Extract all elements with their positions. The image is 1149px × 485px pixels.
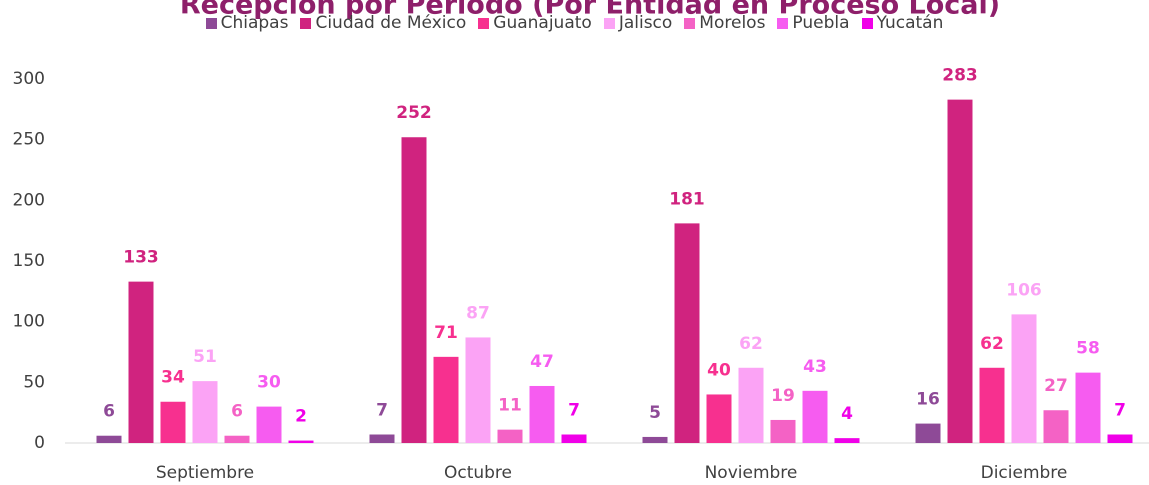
bar xyxy=(561,434,587,443)
data-label: 47 xyxy=(530,352,554,372)
data-label: 2 xyxy=(295,407,307,427)
x-tick-label: Diciembre xyxy=(981,463,1068,483)
legend-label: Ciudad de México xyxy=(315,13,467,33)
bar xyxy=(192,381,218,443)
data-label: 6 xyxy=(231,402,243,422)
legend-item: Yucatán xyxy=(861,13,944,33)
bar xyxy=(915,423,941,443)
y-tick-label: 250 xyxy=(13,130,45,150)
legend-label: Guanajuato xyxy=(493,13,592,33)
bar xyxy=(529,385,555,443)
data-label: 71 xyxy=(434,323,458,343)
legend-swatch xyxy=(861,17,873,29)
bar xyxy=(738,367,764,443)
legend-swatch xyxy=(684,17,696,29)
data-label: 58 xyxy=(1076,339,1100,359)
data-label: 106 xyxy=(1006,280,1042,300)
bar xyxy=(96,435,122,443)
legend-item: Ciudad de México xyxy=(300,13,466,33)
data-label: 27 xyxy=(1044,376,1068,396)
bar xyxy=(497,429,523,443)
data-label: 43 xyxy=(803,357,827,377)
y-tick-label: 150 xyxy=(13,251,45,271)
bar xyxy=(256,406,282,443)
legend: Chiapas Ciudad de México Guanajuato Jalisco… xyxy=(0,13,1149,33)
legend-item: Chiapas xyxy=(205,13,289,33)
bar xyxy=(369,434,395,443)
legend-label: Yucatán xyxy=(876,13,944,33)
legend-item: Jalisco xyxy=(603,13,673,33)
bar xyxy=(401,137,427,444)
data-label: 16 xyxy=(916,390,940,410)
legend-label: Chiapas xyxy=(220,13,289,33)
data-label: 283 xyxy=(942,66,978,86)
y-tick-label: 100 xyxy=(13,312,45,332)
bar xyxy=(706,394,732,443)
bar xyxy=(802,390,828,443)
legend-swatch xyxy=(478,17,490,29)
y-tick-label: 300 xyxy=(13,69,45,89)
bar xyxy=(642,436,668,443)
data-label: 4 xyxy=(841,404,853,424)
data-label: 7 xyxy=(376,401,388,421)
legend-item: Puebla xyxy=(777,13,850,33)
bar xyxy=(979,367,1005,443)
x-tick-label: Octubre xyxy=(444,463,512,483)
bar xyxy=(160,401,186,443)
data-label: 7 xyxy=(568,401,580,421)
legend-swatch xyxy=(777,17,789,29)
legend-swatch xyxy=(603,17,615,29)
bar xyxy=(674,223,700,443)
y-tick-label: 0 xyxy=(34,433,45,453)
data-label: 40 xyxy=(707,360,731,380)
data-label: 5 xyxy=(649,403,661,423)
data-label: 252 xyxy=(396,103,432,123)
legend-swatch xyxy=(300,17,312,29)
data-label: 11 xyxy=(498,396,522,416)
bar xyxy=(834,438,860,443)
y-tick-label: 50 xyxy=(23,372,45,392)
bar xyxy=(947,99,973,444)
bar xyxy=(433,356,459,443)
data-label: 19 xyxy=(771,386,795,406)
legend-label: Puebla xyxy=(792,13,850,33)
y-tick-label: 200 xyxy=(13,190,45,210)
data-label: 181 xyxy=(669,189,705,209)
bar xyxy=(1075,372,1101,443)
data-label: 51 xyxy=(193,347,217,367)
bar xyxy=(224,435,250,443)
legend-swatch xyxy=(205,17,217,29)
data-label: 7 xyxy=(1114,401,1126,421)
bar xyxy=(128,281,154,443)
data-label: 34 xyxy=(161,368,185,388)
bar xyxy=(1011,314,1037,443)
legend-item: Morelos xyxy=(684,13,765,33)
chart-title: Recepción por Periodo (Por Entidad en Pr… xyxy=(180,0,1000,21)
x-tick-label: Septiembre xyxy=(156,463,254,483)
bar xyxy=(288,440,314,443)
data-label: 62 xyxy=(980,334,1004,354)
data-label: 87 xyxy=(466,303,490,323)
bar xyxy=(465,337,491,443)
bar xyxy=(1043,410,1069,443)
bar xyxy=(770,419,796,443)
legend-label: Jalisco xyxy=(618,13,673,33)
x-tick-label: Noviembre xyxy=(705,463,798,483)
data-label: 133 xyxy=(123,248,159,268)
data-label: 6 xyxy=(103,402,115,422)
legend-item: Guanajuato xyxy=(478,13,592,33)
legend-label: Morelos xyxy=(699,13,766,33)
data-label: 62 xyxy=(739,334,763,354)
data-label: 30 xyxy=(257,373,281,393)
bar xyxy=(1107,434,1133,443)
